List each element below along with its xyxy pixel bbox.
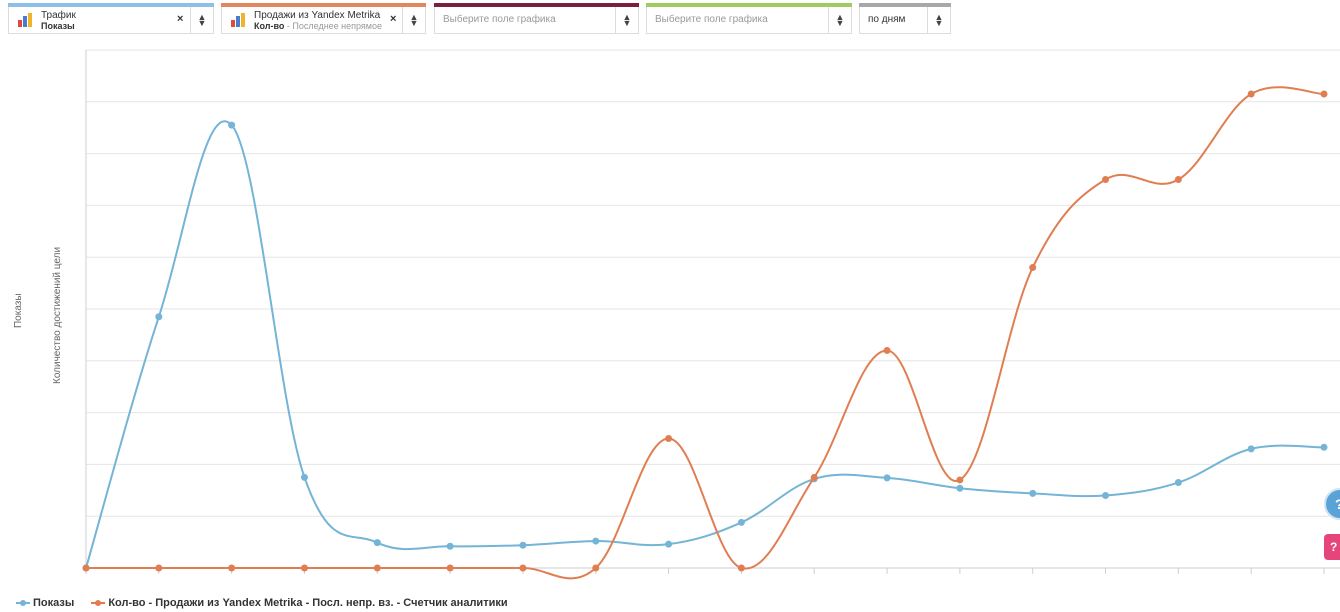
legend-label: Показы (33, 597, 75, 609)
legend-label: Кол-во - Продажи из Yandex Metrika - Пос… (108, 597, 508, 609)
selector-color-bar (221, 3, 426, 7)
data-point-0 (737, 518, 745, 526)
data-point-0 (446, 542, 454, 550)
data-point-1 (300, 564, 308, 572)
selector-color-bar (646, 3, 852, 7)
sort-arrows-icon[interactable]: ▲ ▼ (828, 7, 851, 33)
period-selector[interactable]: по дням ▲ ▼ (859, 3, 951, 34)
data-point-1 (228, 564, 236, 572)
data-point-0 (1102, 491, 1110, 499)
data-point-1 (82, 564, 90, 572)
selector-metric-label: Кол-во - Последнее непрямое... (254, 21, 383, 32)
field-selector-traffic[interactable]: Трафик Показы × ▲ ▼ (8, 3, 214, 34)
field-selector-empty-2[interactable]: Выберите поле графика ▲ ▼ (646, 3, 852, 34)
data-point-1 (1247, 90, 1255, 98)
data-point-1 (519, 564, 527, 572)
bar-chart-icon (18, 13, 32, 27)
selector-color-bar (859, 3, 951, 7)
data-point-1 (737, 564, 745, 572)
data-point-1 (883, 346, 891, 354)
sort-arrows-icon[interactable]: ▲ ▼ (190, 7, 213, 33)
data-point-0 (1320, 443, 1328, 451)
data-point-0 (155, 313, 163, 321)
data-point-1 (155, 564, 163, 572)
legend-marker (91, 598, 106, 608)
metric-name: Показы (41, 21, 75, 31)
legend-marker (16, 598, 30, 608)
chart-legend: Показы Кол-во - Продажи из Yandex Metrik… (16, 597, 522, 611)
data-point-0 (592, 537, 600, 545)
selector-color-bar (434, 3, 639, 7)
data-point-1 (1102, 176, 1110, 183)
right-axis-label: Количество достижений цели (52, 246, 63, 384)
chart-canvas (82, 49, 1340, 580)
selector-color-bar (8, 3, 214, 7)
selector-placeholder: Выберите поле графика (443, 14, 556, 25)
field-selector-empty-1[interactable]: Выберите поле графика ▲ ▼ (434, 3, 639, 34)
selector-metric-label: Показы (41, 21, 153, 32)
data-point-0 (228, 121, 236, 129)
selector-source-label: Продажи из Yandex Metrika (254, 10, 381, 21)
data-point-0 (1029, 489, 1037, 497)
data-point-1 (592, 564, 600, 572)
sort-arrows-icon[interactable]: ▲ ▼ (402, 7, 425, 33)
data-point-1 (1174, 176, 1182, 183)
data-point-1 (373, 564, 381, 572)
data-point-0 (1174, 479, 1182, 487)
metric-sub: - Последнее непрямое... (284, 21, 383, 31)
data-point-0 (883, 474, 891, 482)
left-axis-label: Показы (13, 293, 24, 328)
data-point-0 (300, 473, 308, 481)
data-point-1 (1029, 264, 1037, 272)
close-icon[interactable]: × (177, 13, 184, 25)
data-point-0 (519, 541, 527, 549)
data-point-1 (810, 473, 818, 481)
data-point-1 (446, 564, 454, 572)
close-icon[interactable]: × (390, 13, 397, 25)
data-point-0 (956, 484, 964, 492)
help-chat-icon[interactable]: ? (1324, 534, 1340, 560)
data-point-0 (373, 539, 381, 547)
selector-placeholder: Выберите поле графика (655, 14, 768, 25)
data-point-1 (956, 476, 964, 484)
sort-arrows-icon[interactable]: ▲ ▼ (615, 7, 638, 33)
data-point-1 (1320, 90, 1328, 98)
field-selector-yandex-metrika[interactable]: Продажи из Yandex Metrika Кол-во - После… (221, 3, 426, 34)
data-point-0 (1247, 445, 1255, 453)
line-chart (0, 38, 1340, 612)
period-value: по дням (868, 14, 906, 25)
legend-item-sales[interactable]: Кол-во - Продажи из Yandex Metrika - Пос… (91, 597, 508, 609)
selector-source-label: Трафик (41, 10, 76, 21)
data-point-0 (665, 540, 673, 548)
sort-arrows-icon[interactable]: ▲ ▼ (927, 7, 950, 33)
bar-chart-icon (231, 13, 245, 27)
data-point-1 (665, 435, 673, 442)
metric-name: Кол-во (254, 21, 285, 31)
series-line-1 (85, 86, 1325, 580)
legend-item-shows[interactable]: Показы (16, 597, 74, 609)
